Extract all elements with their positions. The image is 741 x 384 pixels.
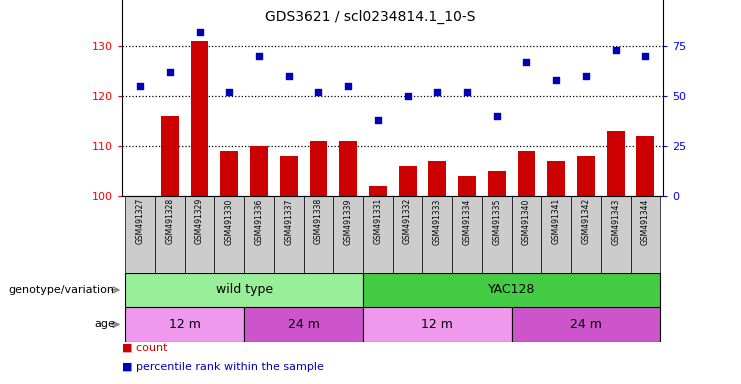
Bar bbox=[214, 196, 244, 273]
Text: GSM491335: GSM491335 bbox=[492, 198, 501, 245]
Bar bbox=[363, 307, 511, 342]
Text: GSM491344: GSM491344 bbox=[641, 198, 650, 245]
Bar bbox=[399, 166, 416, 196]
Bar bbox=[190, 41, 208, 196]
Text: GSM491330: GSM491330 bbox=[225, 198, 233, 245]
Point bbox=[461, 89, 473, 95]
Bar bbox=[488, 171, 505, 196]
Text: GDS3621 / scl0234814.1_10-S: GDS3621 / scl0234814.1_10-S bbox=[265, 10, 476, 24]
Bar bbox=[363, 273, 660, 307]
Text: YAC128: YAC128 bbox=[488, 283, 535, 296]
Point bbox=[134, 83, 146, 89]
Bar bbox=[274, 196, 304, 273]
Text: GSM491342: GSM491342 bbox=[582, 198, 591, 244]
Text: GSM491336: GSM491336 bbox=[254, 198, 264, 245]
Bar bbox=[548, 161, 565, 196]
Bar bbox=[631, 196, 660, 273]
Bar bbox=[393, 196, 422, 273]
Text: ■ count: ■ count bbox=[122, 343, 167, 353]
Text: wild type: wild type bbox=[216, 283, 273, 296]
Bar bbox=[161, 116, 179, 196]
Text: GSM491333: GSM491333 bbox=[433, 198, 442, 245]
Bar bbox=[220, 151, 238, 196]
Bar bbox=[577, 156, 595, 196]
Point bbox=[491, 113, 502, 119]
Text: GSM491340: GSM491340 bbox=[522, 198, 531, 245]
Text: age: age bbox=[94, 319, 115, 329]
Text: ■ percentile rank within the sample: ■ percentile rank within the sample bbox=[122, 362, 324, 372]
Bar bbox=[482, 196, 511, 273]
Bar bbox=[607, 131, 625, 196]
Point bbox=[372, 117, 384, 123]
Text: GSM491327: GSM491327 bbox=[136, 198, 144, 244]
Text: 12 m: 12 m bbox=[422, 318, 453, 331]
Text: 24 m: 24 m bbox=[570, 318, 602, 331]
Text: GSM491338: GSM491338 bbox=[314, 198, 323, 244]
Point bbox=[253, 53, 265, 59]
Point bbox=[313, 89, 325, 95]
Text: GSM491341: GSM491341 bbox=[552, 198, 561, 244]
Bar bbox=[511, 307, 660, 342]
Bar bbox=[363, 196, 393, 273]
Bar bbox=[310, 141, 328, 196]
Point bbox=[283, 73, 295, 79]
Point bbox=[164, 69, 176, 75]
Text: GSM491339: GSM491339 bbox=[344, 198, 353, 245]
Point bbox=[610, 47, 622, 53]
Bar bbox=[458, 176, 476, 196]
Point bbox=[520, 59, 532, 65]
Point bbox=[580, 73, 592, 79]
Bar bbox=[422, 196, 452, 273]
Bar bbox=[637, 136, 654, 196]
Bar bbox=[542, 196, 571, 273]
Point bbox=[639, 53, 651, 59]
Bar bbox=[155, 196, 185, 273]
Bar bbox=[125, 307, 244, 342]
Bar bbox=[125, 273, 363, 307]
Bar bbox=[244, 196, 274, 273]
Text: genotype/variation: genotype/variation bbox=[9, 285, 115, 295]
Bar bbox=[185, 196, 214, 273]
Bar bbox=[511, 196, 542, 273]
Bar bbox=[304, 196, 333, 273]
Point bbox=[551, 77, 562, 83]
Text: GSM491337: GSM491337 bbox=[285, 198, 293, 245]
Text: GSM491329: GSM491329 bbox=[195, 198, 204, 244]
Bar bbox=[280, 156, 298, 196]
Text: GSM491332: GSM491332 bbox=[403, 198, 412, 244]
Text: GSM491334: GSM491334 bbox=[462, 198, 471, 245]
Point bbox=[402, 93, 413, 99]
Text: GSM491328: GSM491328 bbox=[165, 198, 174, 244]
Bar bbox=[333, 196, 363, 273]
Bar bbox=[517, 151, 536, 196]
Point bbox=[342, 83, 354, 89]
Point bbox=[193, 29, 205, 35]
Bar bbox=[601, 196, 631, 273]
Bar bbox=[452, 196, 482, 273]
Bar bbox=[428, 161, 446, 196]
Point bbox=[223, 89, 235, 95]
Bar bbox=[250, 146, 268, 196]
Text: GSM491343: GSM491343 bbox=[611, 198, 620, 245]
Text: GSM491331: GSM491331 bbox=[373, 198, 382, 244]
Bar bbox=[339, 141, 357, 196]
Bar bbox=[244, 307, 363, 342]
Bar bbox=[125, 196, 155, 273]
Bar bbox=[369, 186, 387, 196]
Bar bbox=[571, 196, 601, 273]
Text: 12 m: 12 m bbox=[169, 318, 201, 331]
Text: 24 m: 24 m bbox=[288, 318, 319, 331]
Point bbox=[431, 89, 443, 95]
